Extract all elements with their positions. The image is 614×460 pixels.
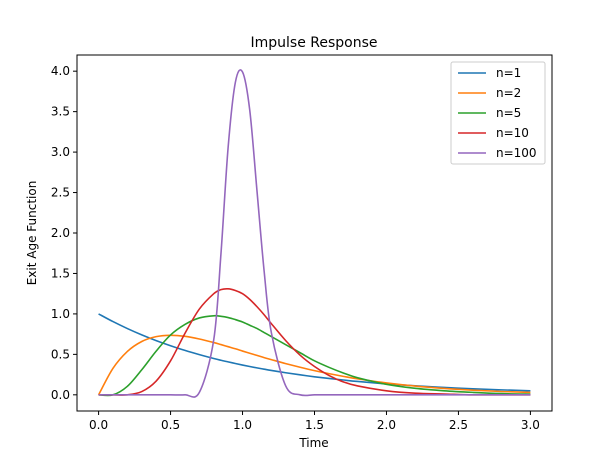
- y-tick-label: 3.5: [51, 105, 70, 119]
- legend-label: n=1: [496, 66, 521, 80]
- series-line-n-2: [97, 334, 531, 396]
- y-tick-label: 0.0: [51, 388, 70, 402]
- legend-label: n=2: [496, 86, 521, 100]
- y-tick-label: 2.5: [51, 186, 70, 200]
- y-tick-label: 3.0: [51, 145, 70, 159]
- legend-label: n=5: [496, 106, 521, 120]
- legend-box: [450, 61, 546, 165]
- x-tick-label: 1.5: [305, 418, 324, 432]
- series-line-n-10: [98, 287, 531, 396]
- legend: n=1 n=2 n=5 n=10 n=100: [450, 61, 546, 165]
- x-tick-label: 2.0: [377, 418, 396, 432]
- legend-label: n=10: [496, 126, 529, 140]
- x-tick-label: 0.5: [161, 418, 180, 432]
- y-axis-ticks: 0.0 0.5 1.0 1.5 2.0 2.5 3.0 3.5 4.0: [51, 64, 77, 402]
- chart-title: Impulse Response: [250, 35, 377, 51]
- y-tick-label: 2.0: [51, 226, 70, 240]
- y-tick-label: 0.5: [51, 347, 70, 361]
- x-tick-label: 2.5: [449, 418, 468, 432]
- y-tick-label: 1.5: [51, 266, 70, 280]
- series-line-n-100: [98, 69, 531, 398]
- x-axis-label: Time: [298, 436, 328, 450]
- series-line-n-5: [98, 314, 531, 397]
- x-tick-label: 1.0: [233, 418, 252, 432]
- x-tick-label: 0.0: [89, 418, 108, 432]
- x-axis-ticks: 0.0 0.5 1.0 1.5 2.0 2.5 3.0: [89, 411, 540, 432]
- series-lines: [97, 69, 531, 398]
- x-tick-label: 3.0: [521, 418, 540, 432]
- y-tick-label: 4.0: [51, 64, 70, 78]
- y-tick-label: 1.0: [51, 307, 70, 321]
- legend-label: n=100: [496, 146, 537, 160]
- y-axis-label: Exit Age Function: [25, 181, 39, 286]
